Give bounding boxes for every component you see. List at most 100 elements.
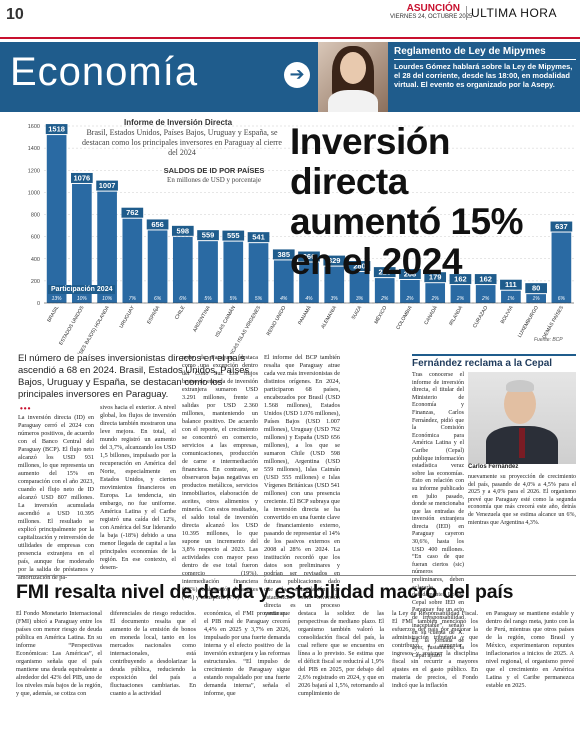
category-label: MÉXICO [373, 304, 389, 325]
category-label: BRITÁNICAS ISLAS VÍRGENES [220, 304, 263, 354]
teaser-box: Reglamento de Ley de Mipymes Lourdes Góm… [394, 46, 576, 89]
value-label: 656 [151, 220, 164, 229]
bar [46, 135, 67, 303]
value-label: 329 [328, 256, 341, 265]
body-column-4: El informe del BCP también resalta que P… [264, 354, 340, 617]
category-label: LUXEMBURGO [517, 305, 540, 339]
body-column-1: La inversión directa (ID) en Paraguay ce… [18, 414, 94, 581]
percent-label: 6% [558, 296, 566, 302]
category-label: CURAZAO [472, 305, 489, 329]
y-tick-label: 1400 [28, 146, 40, 152]
category-label: REINO UNIDO [266, 305, 288, 337]
brand-name: ASUNCIÓN [406, 3, 460, 14]
category-label: ALEMANIA [320, 304, 338, 329]
headline: Inversión directa aumentó 15% en el 2024 [290, 121, 524, 282]
percent-label: 13% [52, 296, 63, 302]
story2-column-2: diferenciales de riesgo reducidos. El do… [110, 610, 196, 697]
chart-label: SALDOS DE ID POR PAÍSES [163, 166, 265, 175]
category-label: ESTADOS UNIDOS [58, 304, 86, 346]
bar [273, 260, 294, 303]
value-label: 111 [505, 280, 517, 289]
value-label: 637 [555, 222, 568, 231]
percent-label: 5% [230, 296, 238, 302]
value-label-box [71, 172, 93, 183]
value-label-box [222, 230, 245, 241]
chart-unit: En millones de USD y porcentaje [167, 176, 261, 184]
percent-label: 10% [77, 296, 88, 302]
bar [324, 266, 345, 303]
story2-column-3: económica, el FMI proyecta que el PIB re… [204, 610, 290, 697]
percent-label: 6% [154, 296, 162, 302]
y-tick-label: 0 [37, 301, 40, 307]
value-label-box [550, 221, 573, 232]
lead-paragraph: El número de países inversionistas direc… [18, 353, 250, 400]
category-label: PANAMÁ [296, 304, 313, 326]
teaser-title: Reglamento de Ley de Mipymes [394, 46, 576, 60]
value-label: 1518 [48, 125, 65, 134]
percent-label: 4% [280, 296, 288, 302]
percent-label: 7% [129, 296, 137, 302]
y-tick-label: 1200 [28, 168, 40, 174]
value-label-box [45, 124, 68, 135]
value-label-box [272, 249, 295, 260]
teaser-text: Lourdes Gómez hablará sobre la Ley de Mi… [394, 62, 573, 89]
value-label-box [348, 261, 371, 272]
percent-label: 5% [255, 296, 263, 302]
chart-subtitle: Brasil, Estados Unidos, Países Bajos, Ur… [82, 128, 282, 157]
percent-label: 2% [456, 296, 465, 302]
hair-shape [506, 380, 534, 392]
percent-label: 6% [179, 296, 187, 302]
section-label: ULTIMA HORA [466, 6, 557, 20]
bar [526, 294, 546, 303]
sidebar-text-continued: nuevamente su proyección de crecimiento … [468, 474, 576, 526]
value-label: 162 [479, 275, 492, 284]
value-label-box [197, 230, 219, 241]
body-column-3: peño de Paraguay destaca como una excepc… [182, 354, 258, 601]
bar [147, 230, 168, 303]
percent-label: 1% [507, 296, 515, 302]
bullet-marker: ••• [20, 404, 32, 413]
bar [72, 183, 92, 303]
value-label-box [323, 255, 346, 266]
percent-label: 2% [431, 296, 440, 302]
value-label-box [298, 251, 320, 262]
percent-label: 3% [356, 296, 364, 302]
teaser-photo [318, 42, 388, 112]
category-label: CANADÁ [422, 304, 439, 326]
chart-source: Fuente: BCP [534, 337, 563, 343]
bar [248, 243, 269, 303]
value-label: 598 [177, 226, 190, 235]
value-label-box [171, 225, 194, 236]
y-tick-label: 1600 [28, 124, 40, 130]
value-label-box [146, 219, 169, 230]
value-label: 385 [278, 250, 291, 259]
value-label-box [373, 267, 396, 278]
bar [425, 283, 446, 303]
bar [475, 285, 496, 303]
value-label: 559 [202, 231, 215, 240]
story2-column-4: destaca la solidez de las perspectivas d… [298, 610, 384, 697]
percent-label: 4% [305, 296, 313, 302]
value-label: 162 [454, 275, 467, 284]
y-tick-label: 400 [31, 257, 40, 263]
value-label: 208 [404, 269, 417, 278]
value-label: 366 [303, 252, 316, 261]
body-shape [328, 90, 378, 112]
participation-label: Participación 2024 [48, 285, 116, 294]
masthead: ASUNCIÓN VIERNES 24, OCTUBRE 2025 [390, 3, 472, 20]
category-label: ESPAÑA [145, 304, 161, 325]
arrow-right-icon[interactable]: ➔ [284, 62, 310, 88]
value-label: 762 [126, 208, 139, 217]
value-label-box [247, 232, 270, 243]
value-label-box [424, 272, 447, 283]
bar [551, 232, 572, 303]
value-label: 225 [378, 268, 391, 277]
percent-label: 10% [102, 296, 113, 302]
category-label: SUIZA [351, 304, 364, 320]
percent-label: 3% [331, 296, 339, 302]
y-tick-label: 800 [31, 213, 40, 219]
category-label: URUGUAY [119, 304, 137, 329]
photo-caption: Carlos Fernández [468, 464, 519, 470]
bar-chart: 0 200 400 600 800 1000 1200 1400 1600 1518 13% BRAS… [28, 124, 574, 354]
section-title: Economía [10, 50, 199, 94]
